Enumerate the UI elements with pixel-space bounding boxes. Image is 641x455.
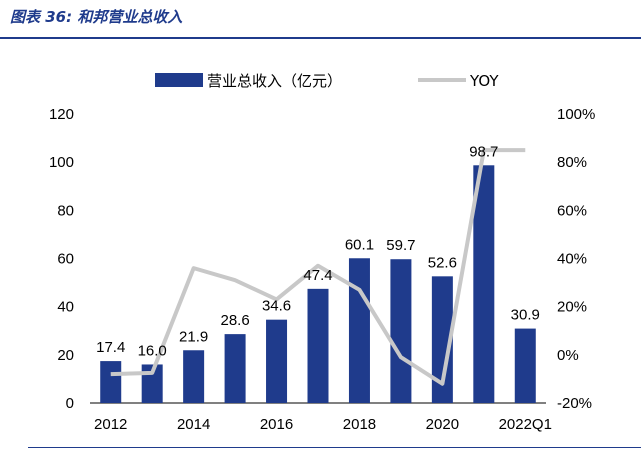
right-tick-label: 20% [557, 299, 587, 316]
left-tick-label: 0 [66, 395, 74, 412]
bar-value-label: 17.4 [96, 339, 125, 356]
bar [348, 258, 370, 403]
bar [514, 328, 536, 403]
right-tick-label: 0% [557, 347, 579, 364]
bar [183, 350, 205, 403]
x-tick-label: 2020 [426, 416, 459, 433]
right-tick-label: 40% [557, 251, 587, 268]
left-axis: 0 20 40 60 80 100 120 [49, 106, 74, 412]
bar-value-label: 60.1 [345, 236, 374, 253]
bar-value-label: 34.6 [262, 298, 291, 315]
bar [473, 165, 495, 403]
data-labels: 17.4 16.0 21.9 28.6 34.6 47.4 60.1 59.7 52.6 98.7… [96, 143, 540, 359]
right-axis: -20% 0% 20% 40% 60% 80% 100% [557, 106, 595, 412]
legend-line-label: YOY [469, 72, 499, 90]
bar-value-label: 47.4 [303, 267, 332, 284]
x-tick-label: 2012 [94, 416, 127, 433]
bar [390, 259, 412, 403]
x-tick-label: 2016 [260, 416, 293, 433]
bar [431, 276, 453, 403]
right-tick-label: 80% [557, 154, 587, 171]
left-tick-label: 20 [57, 347, 74, 364]
left-tick-label: 120 [49, 106, 74, 123]
yoy-line [110, 148, 526, 386]
right-tick-label: 100% [557, 106, 595, 123]
title-rule [0, 37, 641, 39]
bar-value-label: 16.0 [138, 342, 167, 359]
bar [266, 319, 288, 403]
left-tick-label: 80 [57, 202, 74, 219]
x-axis: 2012 2014 2016 2018 2020 2022Q1 [94, 416, 552, 433]
bar-value-label: 21.9 [179, 328, 208, 345]
bar [224, 334, 246, 403]
legend: 营业总收入（亿元） YOY [155, 72, 499, 90]
left-tick-label: 60 [57, 251, 74, 268]
x-tick-label: 2022Q1 [499, 416, 552, 433]
x-tick-label: 2014 [177, 416, 210, 433]
bar-value-label: 28.6 [220, 312, 249, 329]
x-tick-label: 2018 [343, 416, 376, 433]
left-tick-label: 100 [49, 154, 74, 171]
bar-value-label: 52.6 [428, 254, 457, 271]
legend-bar-label: 营业总收入（亿元） [207, 72, 342, 90]
bar [100, 361, 122, 403]
bar [307, 288, 329, 403]
bar-value-label: 98.7 [469, 143, 498, 160]
right-tick-label: -20% [557, 395, 592, 412]
bar-value-label: 59.7 [386, 237, 415, 254]
bar-series [100, 165, 536, 403]
yoy-series [110, 148, 526, 386]
left-tick-label: 40 [57, 299, 74, 316]
bottom-rule [28, 447, 641, 448]
bar-value-label: 30.9 [511, 307, 540, 324]
right-tick-label: 60% [557, 202, 587, 219]
figure-title: 图表 36: 和邦营业总收入 [10, 8, 183, 26]
legend-bar-swatch [155, 73, 203, 87]
